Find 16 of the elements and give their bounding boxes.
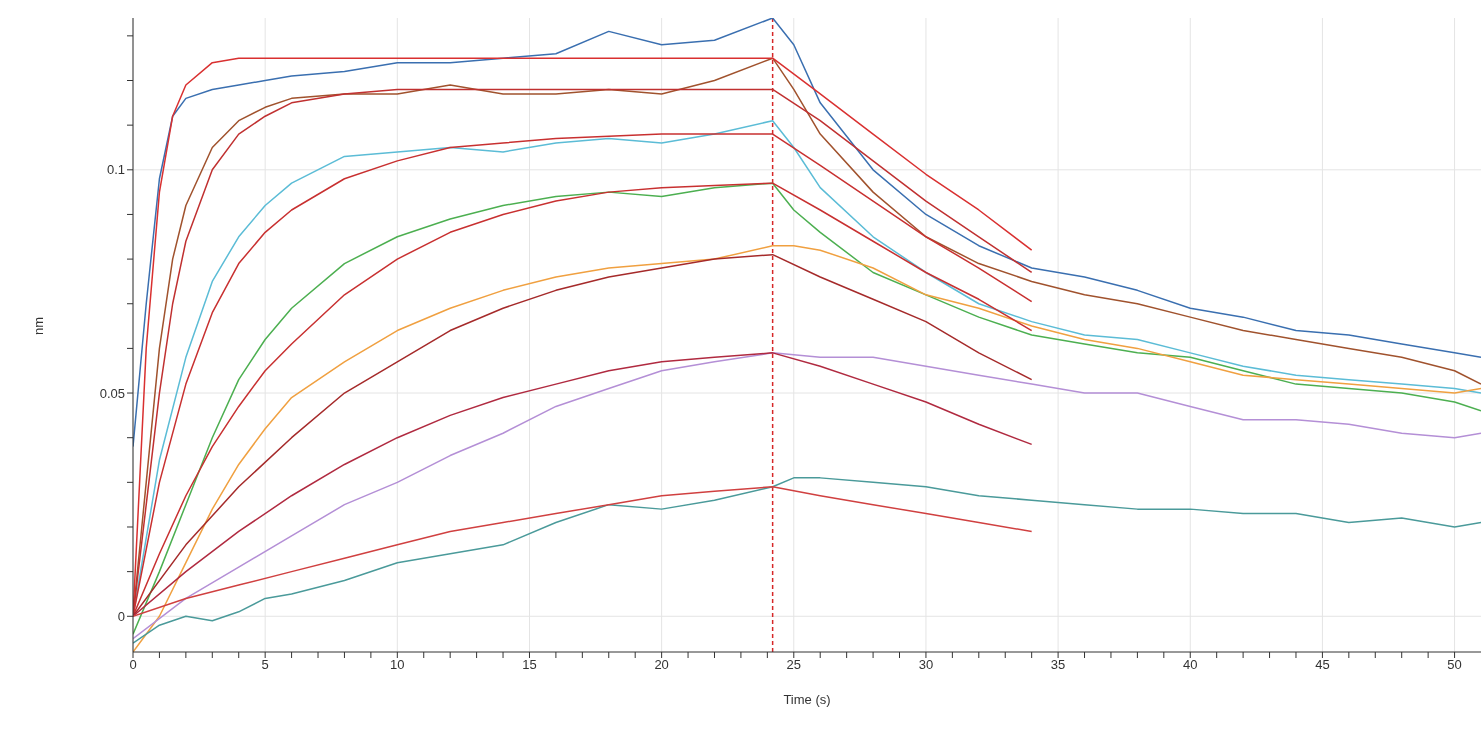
y-tick-label: 0.1 — [106, 162, 125, 178]
x-axis-title: Time (s) — [783, 692, 831, 707]
x-tick-label: 25 — [786, 657, 802, 673]
x-tick-label: 50 — [1447, 657, 1462, 673]
y-tick-label: 0 — [117, 608, 125, 624]
x-tick-label: 40 — [1183, 657, 1198, 673]
x-tick-label: 20 — [654, 657, 669, 673]
x-tick-label: 45 — [1315, 657, 1330, 673]
y-axis-title: nm — [30, 316, 46, 335]
x-tick-label: 5 — [261, 657, 269, 673]
x-tick-label: 30 — [918, 657, 934, 673]
x-tick-label: 10 — [390, 657, 405, 673]
y-tick-label: 0.05 — [99, 385, 125, 401]
x-tick-label: 15 — [522, 657, 537, 673]
x-tick-label: 0 — [129, 657, 137, 673]
x-tick-label: 35 — [1050, 657, 1066, 673]
